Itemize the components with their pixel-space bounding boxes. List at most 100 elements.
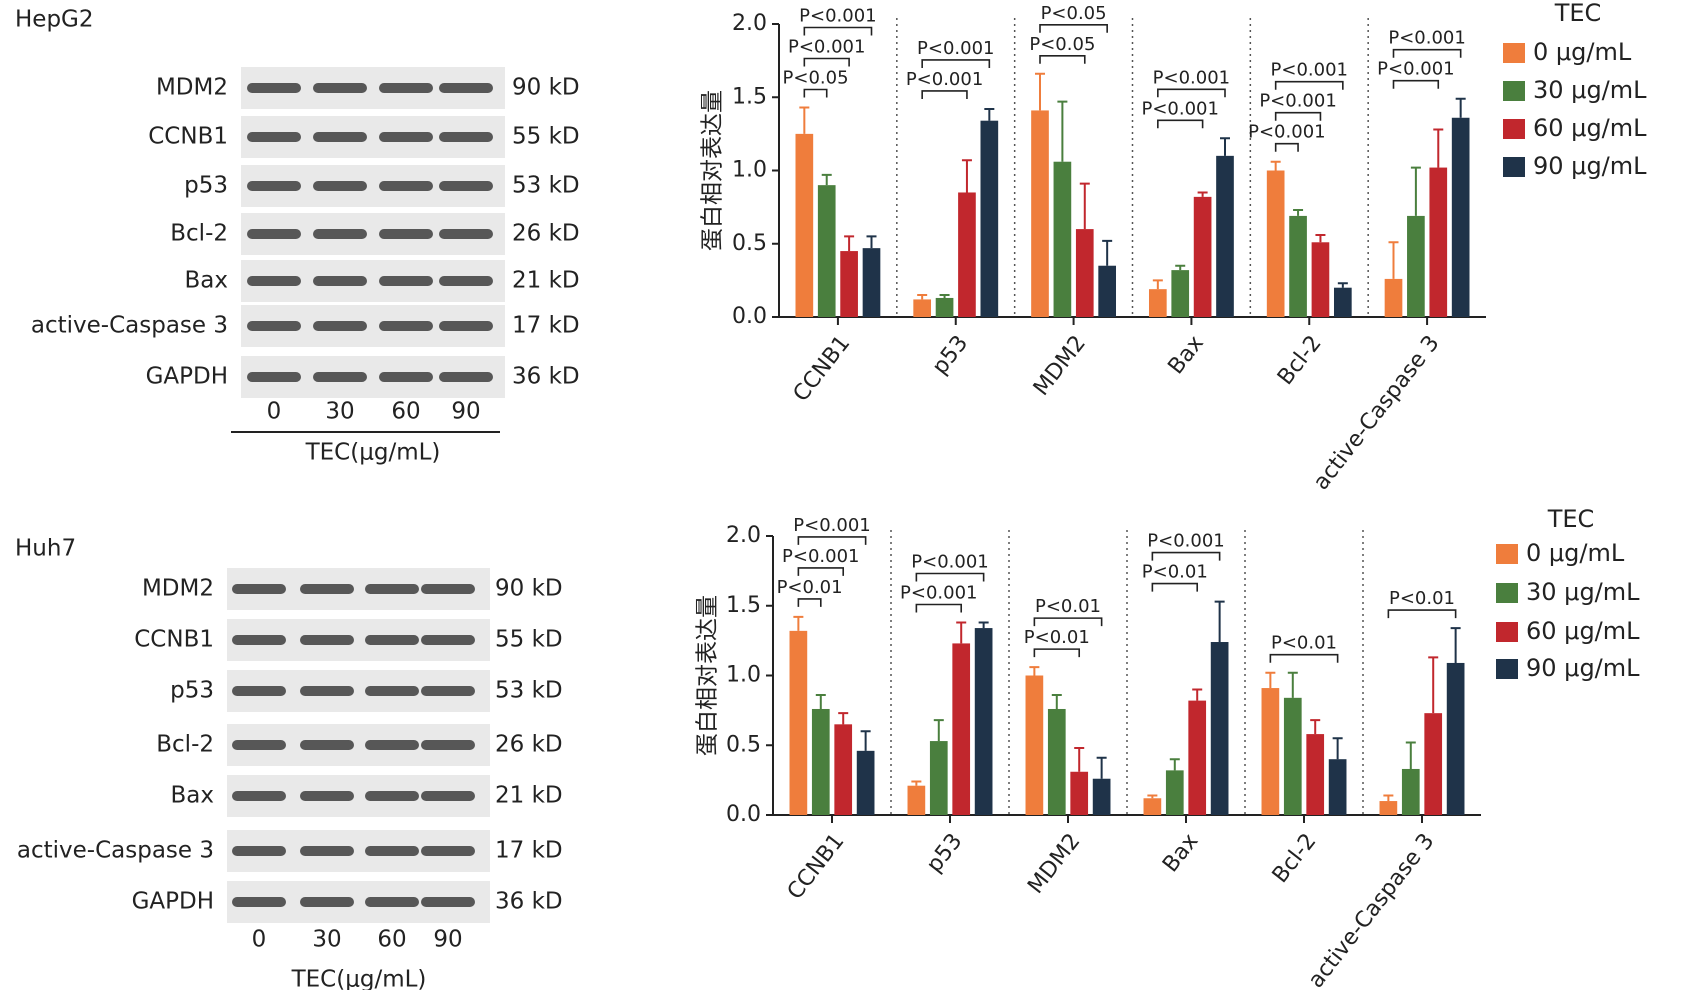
blot-band <box>313 321 367 331</box>
bar <box>1407 215 1425 317</box>
sig-bracket <box>1274 142 1299 152</box>
blot-band <box>439 181 493 191</box>
x-tick-label: p53 <box>922 829 968 877</box>
bar <box>856 750 875 815</box>
error-bar <box>1315 233 1326 243</box>
blot-band <box>247 229 301 239</box>
y-tick-label: 0.0 <box>726 802 761 827</box>
blot-band <box>300 584 354 594</box>
bar <box>1429 167 1448 317</box>
legend-label: 90 μg/mL <box>1526 654 1640 682</box>
error-bar <box>1192 688 1203 701</box>
sig-label: P<0.001 <box>1377 59 1454 80</box>
legend-swatch <box>1503 81 1525 101</box>
error-bar <box>1433 128 1444 168</box>
blot-band <box>232 686 286 696</box>
bar <box>1328 759 1347 815</box>
legend-title: TEC <box>1554 0 1602 27</box>
sig-bracket <box>1274 111 1322 121</box>
y-tick-label: 1.0 <box>726 663 761 688</box>
size-label: 21 kD <box>495 783 563 809</box>
sig-bracket <box>915 572 985 582</box>
bar <box>811 708 830 815</box>
x-tick-label: active-Caspase 3 <box>1304 829 1440 990</box>
sig-bracket <box>921 90 968 99</box>
size-label: 26 kD <box>495 732 563 758</box>
error-bar <box>1405 741 1416 769</box>
bar <box>980 120 999 317</box>
panel-title: HepG2 <box>15 7 94 33</box>
error-bar <box>838 712 849 725</box>
protein-label: CCNB1 <box>134 627 214 653</box>
protein-label: GAPDH <box>146 364 228 390</box>
sig-bracket <box>803 57 850 67</box>
dose-label: 30 <box>325 399 354 425</box>
protein-label: Bax <box>171 783 214 809</box>
bar <box>1171 270 1190 317</box>
bar <box>913 299 932 317</box>
blot-band <box>313 229 367 239</box>
bar <box>1446 662 1465 815</box>
sig-label: P<0.001 <box>788 37 865 58</box>
sig-bracket <box>1274 80 1344 90</box>
bar <box>1025 675 1044 815</box>
error-bar <box>1428 656 1439 714</box>
bar <box>1047 708 1066 815</box>
protein-label: Bcl-2 <box>156 732 214 758</box>
sig-label: P<0.001 <box>1388 28 1465 49</box>
legend-title: TEC <box>1547 505 1595 533</box>
y-tick-label: 0.5 <box>726 732 761 757</box>
blot-band <box>247 321 301 331</box>
sig-label: P<0.001 <box>793 515 870 536</box>
error-bar <box>1096 756 1107 779</box>
sig-bracket <box>1039 55 1086 64</box>
error-bar <box>821 173 832 186</box>
sig-label: P<0.001 <box>906 69 983 90</box>
error-bar <box>1287 671 1298 698</box>
sig-label: P<0.001 <box>1141 98 1218 119</box>
error-bar <box>844 235 855 252</box>
sig-label: P<0.001 <box>1259 91 1336 112</box>
x-tick-label: MDM2 <box>1023 829 1085 899</box>
bar <box>1193 196 1212 317</box>
blot-band <box>247 372 301 382</box>
blot-xlabel: TEC(μg/mL) <box>291 967 427 990</box>
error-bar <box>1388 241 1399 279</box>
sig-bracket <box>1033 648 1081 658</box>
bar <box>817 185 836 317</box>
error-bar <box>1265 671 1276 689</box>
blot-band <box>365 846 419 856</box>
error-bar <box>1293 209 1304 216</box>
y-tick-label: 2.0 <box>726 523 761 548</box>
bar <box>974 628 993 815</box>
sig-bracket <box>1157 119 1204 129</box>
sig-label: P<0.01 <box>1389 588 1455 609</box>
sig-bracket <box>803 26 873 36</box>
blot-band <box>421 791 475 801</box>
bar <box>1188 700 1207 815</box>
size-label: 55 kD <box>495 627 563 653</box>
error-bar <box>1410 166 1421 216</box>
protein-label: MDM2 <box>142 576 214 602</box>
legend-swatch <box>1496 544 1518 564</box>
legend-label: 30 μg/mL <box>1526 578 1640 606</box>
protein-label: MDM2 <box>156 75 228 101</box>
blot-band <box>379 132 433 142</box>
error-bar <box>933 719 944 742</box>
sig-label: P<0.001 <box>900 582 977 603</box>
y-axis-label: 蛋白相对表达量 <box>700 90 726 251</box>
blot-band <box>439 372 493 382</box>
bar <box>952 643 971 815</box>
error-bar <box>917 294 928 300</box>
size-label: 90 kD <box>495 576 563 602</box>
sig-label: P<0.001 <box>917 38 994 59</box>
legend-label: 60 μg/mL <box>1526 617 1640 645</box>
error-bar <box>1197 191 1208 197</box>
x-tick-label: CCNB1 <box>783 829 850 905</box>
blot-band <box>379 181 433 191</box>
size-label: 36 kD <box>512 364 580 390</box>
blot-band <box>300 791 354 801</box>
blot-band <box>439 229 493 239</box>
sig-label: P<0.001 <box>911 551 988 572</box>
